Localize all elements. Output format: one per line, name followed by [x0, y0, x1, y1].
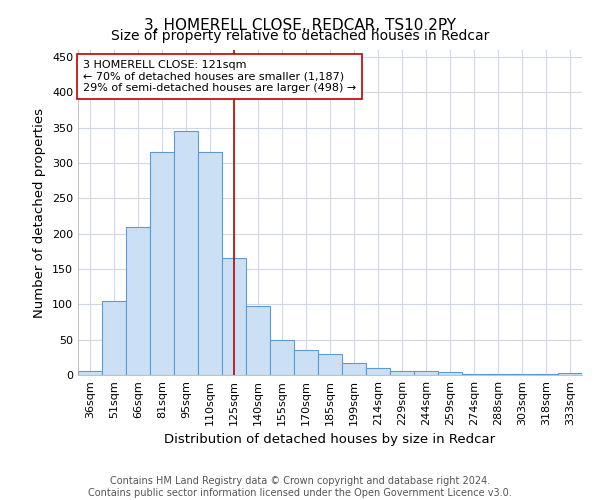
X-axis label: Distribution of detached houses by size in Redcar: Distribution of detached houses by size … — [164, 434, 496, 446]
Bar — [126, 226, 150, 375]
Bar — [534, 374, 558, 375]
Bar — [270, 340, 294, 375]
Y-axis label: Number of detached properties: Number of detached properties — [34, 108, 46, 318]
Text: 3 HOMERELL CLOSE: 121sqm
← 70% of detached houses are smaller (1,187)
29% of sem: 3 HOMERELL CLOSE: 121sqm ← 70% of detach… — [83, 60, 356, 93]
Bar — [150, 152, 174, 375]
Bar — [294, 350, 318, 375]
Bar — [78, 371, 102, 375]
Bar — [198, 152, 222, 375]
Bar — [102, 301, 126, 375]
Bar — [222, 258, 246, 375]
Bar — [438, 372, 462, 375]
Text: 3, HOMERELL CLOSE, REDCAR, TS10 2PY: 3, HOMERELL CLOSE, REDCAR, TS10 2PY — [144, 18, 456, 32]
Bar — [366, 368, 390, 375]
Bar — [558, 373, 582, 375]
Text: Contains HM Land Registry data © Crown copyright and database right 2024.
Contai: Contains HM Land Registry data © Crown c… — [88, 476, 512, 498]
Bar — [486, 374, 510, 375]
Bar — [342, 363, 366, 375]
Text: Size of property relative to detached houses in Redcar: Size of property relative to detached ho… — [111, 29, 489, 43]
Bar — [174, 131, 198, 375]
Bar — [510, 374, 534, 375]
Bar — [414, 372, 438, 375]
Bar — [318, 354, 342, 375]
Bar — [246, 306, 270, 375]
Bar — [462, 374, 486, 375]
Bar — [390, 372, 414, 375]
